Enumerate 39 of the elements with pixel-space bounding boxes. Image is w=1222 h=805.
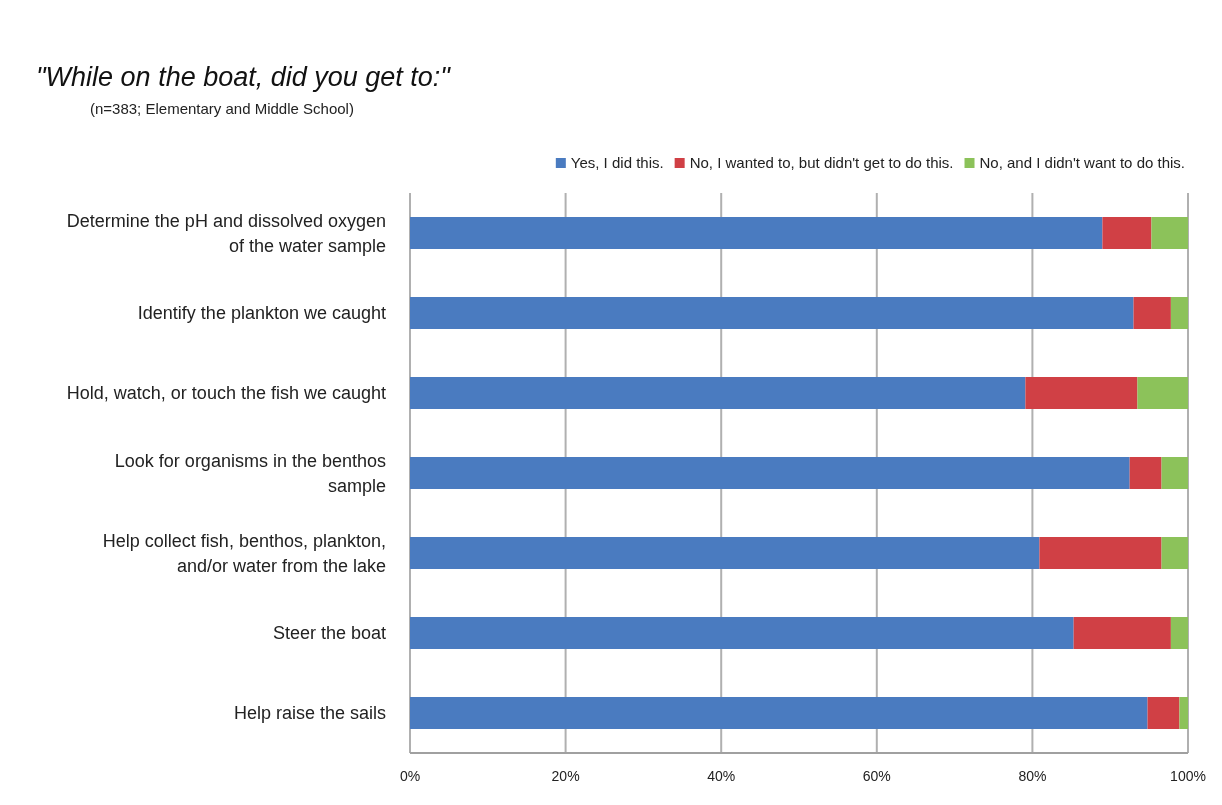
y-tick-label: Identify the plankton we caught	[137, 303, 386, 323]
legend-label: Yes, I did this.	[570, 154, 664, 171]
bar	[410, 457, 1130, 489]
y-tick-label: Steer the boat	[272, 623, 386, 643]
bar	[410, 377, 1026, 409]
bar	[1161, 457, 1188, 489]
bar	[1102, 217, 1152, 249]
bar	[410, 697, 1148, 729]
legend-label: No, and I didn't want to do this.	[979, 154, 1186, 171]
x-tick-label: 100%	[1170, 768, 1206, 784]
legend-label: No, I wanted to, but didn't get to do this.	[689, 154, 954, 171]
bar	[410, 297, 1134, 329]
bar	[1133, 297, 1171, 329]
bar	[1039, 537, 1162, 569]
y-tick-label: Determine the pH and dissolved oxygen of the water sample	[66, 210, 386, 256]
bar	[410, 617, 1074, 649]
bar	[1151, 217, 1188, 249]
x-tick-label: 60%	[862, 768, 891, 784]
bar	[1170, 617, 1188, 649]
x-tick-label: 0%	[399, 768, 421, 784]
x-tick-label: 80%	[1018, 768, 1047, 784]
text: (n=383; Elementary and Middle School)	[90, 100, 354, 117]
y-tick-label: Help raise the sails	[233, 703, 386, 723]
bar	[1137, 377, 1188, 409]
bar	[1147, 697, 1180, 729]
bar	[1129, 457, 1162, 489]
y-tick-label: Hold, watch, or touch the fish we caught	[66, 383, 386, 403]
bar	[1161, 537, 1188, 569]
chart-title: "While on the boat, did you get to:"	[36, 62, 452, 92]
bar	[410, 217, 1103, 249]
bar	[1179, 697, 1188, 729]
bar	[410, 537, 1040, 569]
x-tick-label: 20%	[551, 768, 580, 784]
bar	[1170, 297, 1188, 329]
y-tick-label: Help collect fish, benthos, plankton, and/or water from the lake	[102, 530, 386, 576]
y-tick-label: Look for organisms in the benthos sample	[114, 450, 386, 496]
x-tick-label: 40%	[707, 768, 736, 784]
bar	[1073, 617, 1171, 649]
bar	[1025, 377, 1138, 409]
